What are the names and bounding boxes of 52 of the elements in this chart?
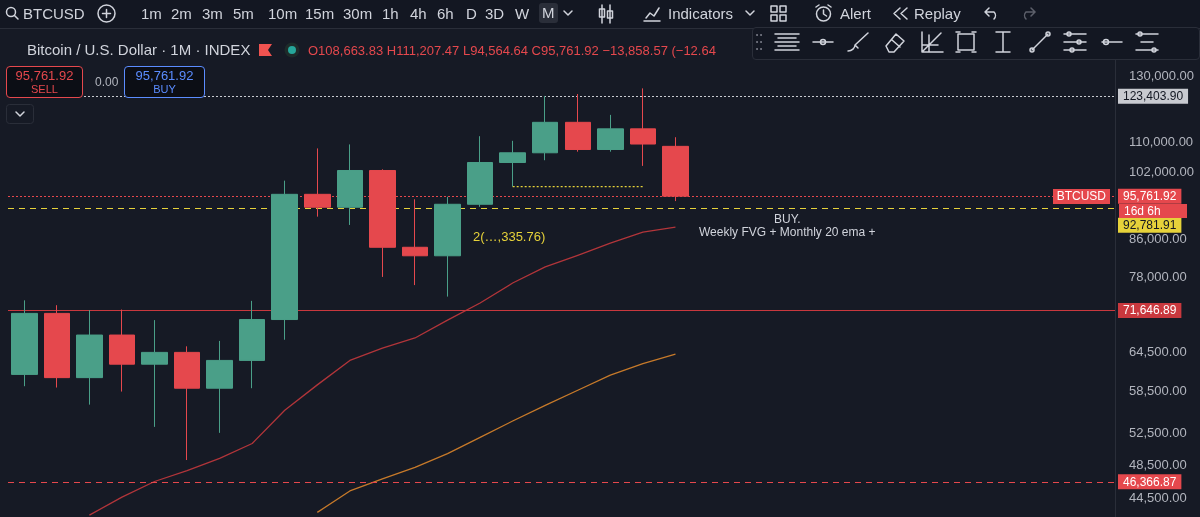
ref-line-label: 95,761.92 bbox=[1123, 189, 1177, 204]
annotation: BUY. bbox=[774, 211, 801, 227]
ref-line-label: 123,403.90 bbox=[1123, 89, 1184, 104]
candlestick bbox=[337, 143, 363, 226]
candlestick bbox=[141, 319, 168, 428]
annotation: 95,761.92 bbox=[14, 68, 75, 84]
candlestick bbox=[434, 196, 461, 298]
text: 1m 2m 3m 5m 10m 15m 30m 1h 4h 6h D 3D W M bbox=[141, 4, 555, 22]
annotation: 2(…,335.76) bbox=[473, 229, 546, 245]
annotation: Weekly FVG + Monthly 20 ema + bbox=[699, 224, 876, 240]
ref-line-label: 46,366.87 bbox=[1123, 474, 1177, 489]
candlestick bbox=[467, 135, 493, 208]
candlestick bbox=[630, 87, 656, 167]
annotation: 0.00 bbox=[95, 74, 119, 90]
annotation: BTCUSD bbox=[1052, 188, 1110, 204]
chart-title: Bitcoin / U.S. Dollar · 1M · INDEX bbox=[27, 41, 251, 58]
text: Replay bbox=[914, 5, 961, 22]
y-tick-label: 130,000.00 bbox=[1129, 68, 1195, 84]
candlestick bbox=[532, 95, 558, 161]
candlestick bbox=[597, 114, 624, 153]
text: BTCUSD bbox=[23, 5, 85, 22]
y-tick-label: 58,500.00 bbox=[1129, 382, 1187, 398]
text: Indicators bbox=[668, 5, 734, 22]
candlestick bbox=[44, 304, 70, 389]
candlestick bbox=[206, 340, 233, 434]
y-tick-label: 110,000.00 bbox=[1129, 134, 1194, 150]
annotation: 95,761.92 bbox=[134, 68, 195, 84]
candlestick bbox=[11, 299, 38, 387]
y-tick-label: 52,500.00 bbox=[1129, 425, 1187, 441]
ref-line-label: 92,781.91 bbox=[1123, 218, 1177, 233]
y-tick-label: 102,000.00 bbox=[1129, 163, 1195, 179]
candlestick bbox=[565, 93, 591, 153]
y-tick-label: 86,000.00 bbox=[1129, 230, 1187, 246]
line-series bbox=[88, 226, 677, 516]
candlestick bbox=[174, 345, 200, 461]
candlestick bbox=[239, 300, 265, 389]
y-tick-label: 44,500.00 bbox=[1129, 490, 1187, 506]
y-tick-label: 64,500.00 bbox=[1129, 344, 1187, 360]
candlestick bbox=[109, 309, 135, 393]
y-tick-label: 78,000.00 bbox=[1129, 269, 1187, 285]
line-series bbox=[316, 353, 677, 514]
annotation: BUY bbox=[152, 83, 177, 95]
y-tick-label: 48,500.00 bbox=[1129, 456, 1187, 472]
annotation: SELL bbox=[30, 83, 59, 95]
text: Alert bbox=[840, 5, 871, 22]
candlestick bbox=[271, 180, 298, 341]
candlestick bbox=[402, 198, 428, 286]
candlestick bbox=[76, 309, 103, 406]
candlestick bbox=[499, 140, 526, 188]
ref-line-label: 71,646.89 bbox=[1123, 303, 1177, 318]
chart-subtitle: O108,663.83 H111,207.47 L94,564.64 C95,761.92 −13,858.57 (−12.64 bbox=[308, 43, 716, 59]
text: 16d 6h bbox=[1119, 203, 1187, 218]
